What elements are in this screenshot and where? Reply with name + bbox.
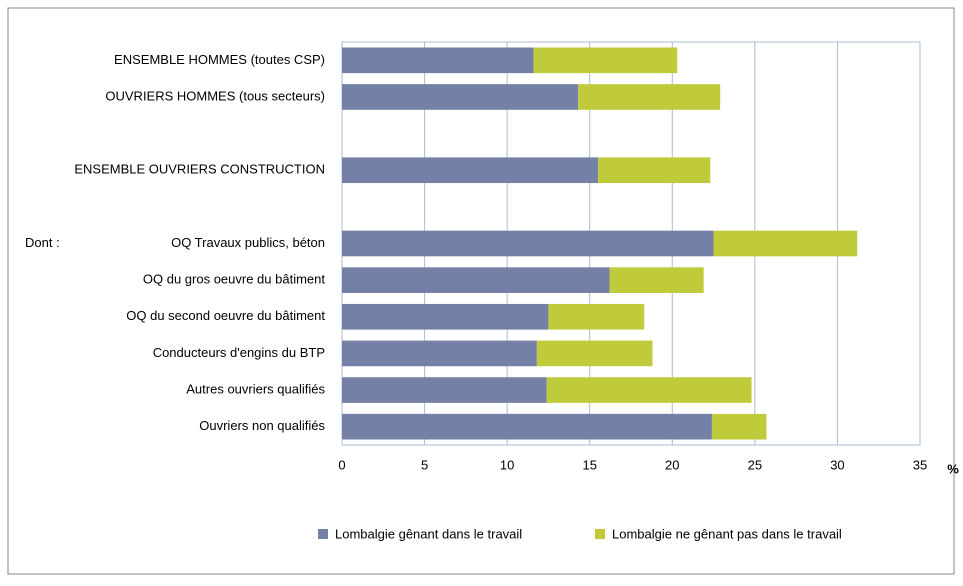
- bar: [546, 377, 752, 403]
- bar: [342, 340, 537, 367]
- y-tick-label: Autres ouvriers qualifiés: [186, 381, 325, 396]
- y-tick-label: OQ Travaux publics, béton: [171, 235, 325, 250]
- bar: [342, 84, 579, 110]
- bar: [597, 157, 711, 184]
- legend-label: Lombalgie ne gênant pas dans le travail: [612, 526, 842, 541]
- y-tick-label: ENSEMBLE HOMMES (toutes CSP): [114, 52, 325, 67]
- x-tick-label: 5: [421, 457, 428, 472]
- x-tick-label: 10: [500, 457, 514, 472]
- y-tick-label: Conducteurs d'engins du BTP: [153, 345, 325, 360]
- bar: [342, 413, 712, 440]
- annotation: Dont :: [25, 235, 60, 250]
- x-tick-label: 0: [338, 457, 345, 472]
- bar: [533, 47, 678, 74]
- legend-label: Lombalgie gênant dans le travail: [335, 526, 522, 541]
- legend-swatch: [318, 529, 328, 539]
- y-tick-label: OUVRIERS HOMMES (tous secteurs): [105, 88, 325, 103]
- bar: [342, 230, 714, 257]
- bar: [536, 340, 653, 367]
- bar: [342, 377, 547, 403]
- x-tick-label: 35: [913, 457, 927, 472]
- bar: [713, 230, 858, 257]
- x-tick-label: 30: [830, 457, 844, 472]
- y-tick-label: OQ du gros oeuvre du bâtiment: [143, 272, 325, 287]
- bar: [342, 303, 549, 330]
- bar: [711, 413, 767, 440]
- bar: [578, 84, 721, 110]
- y-tick-label: Ouvriers non qualifiés: [199, 418, 325, 433]
- bar: [609, 267, 704, 293]
- bar: [342, 267, 610, 293]
- x-axis-unit: %: [947, 461, 959, 476]
- bar: [342, 157, 598, 184]
- x-tick-label: 15: [582, 457, 596, 472]
- y-tick-label: ENSEMBLE OUVRIERS CONSTRUCTION: [74, 162, 325, 177]
- x-tick-label: 25: [748, 457, 762, 472]
- y-tick-label: OQ du second oeuvre du bâtiment: [126, 308, 325, 323]
- bar: [342, 47, 534, 74]
- bar: [548, 303, 645, 330]
- x-tick-label: 20: [665, 457, 679, 472]
- legend-swatch: [595, 529, 605, 539]
